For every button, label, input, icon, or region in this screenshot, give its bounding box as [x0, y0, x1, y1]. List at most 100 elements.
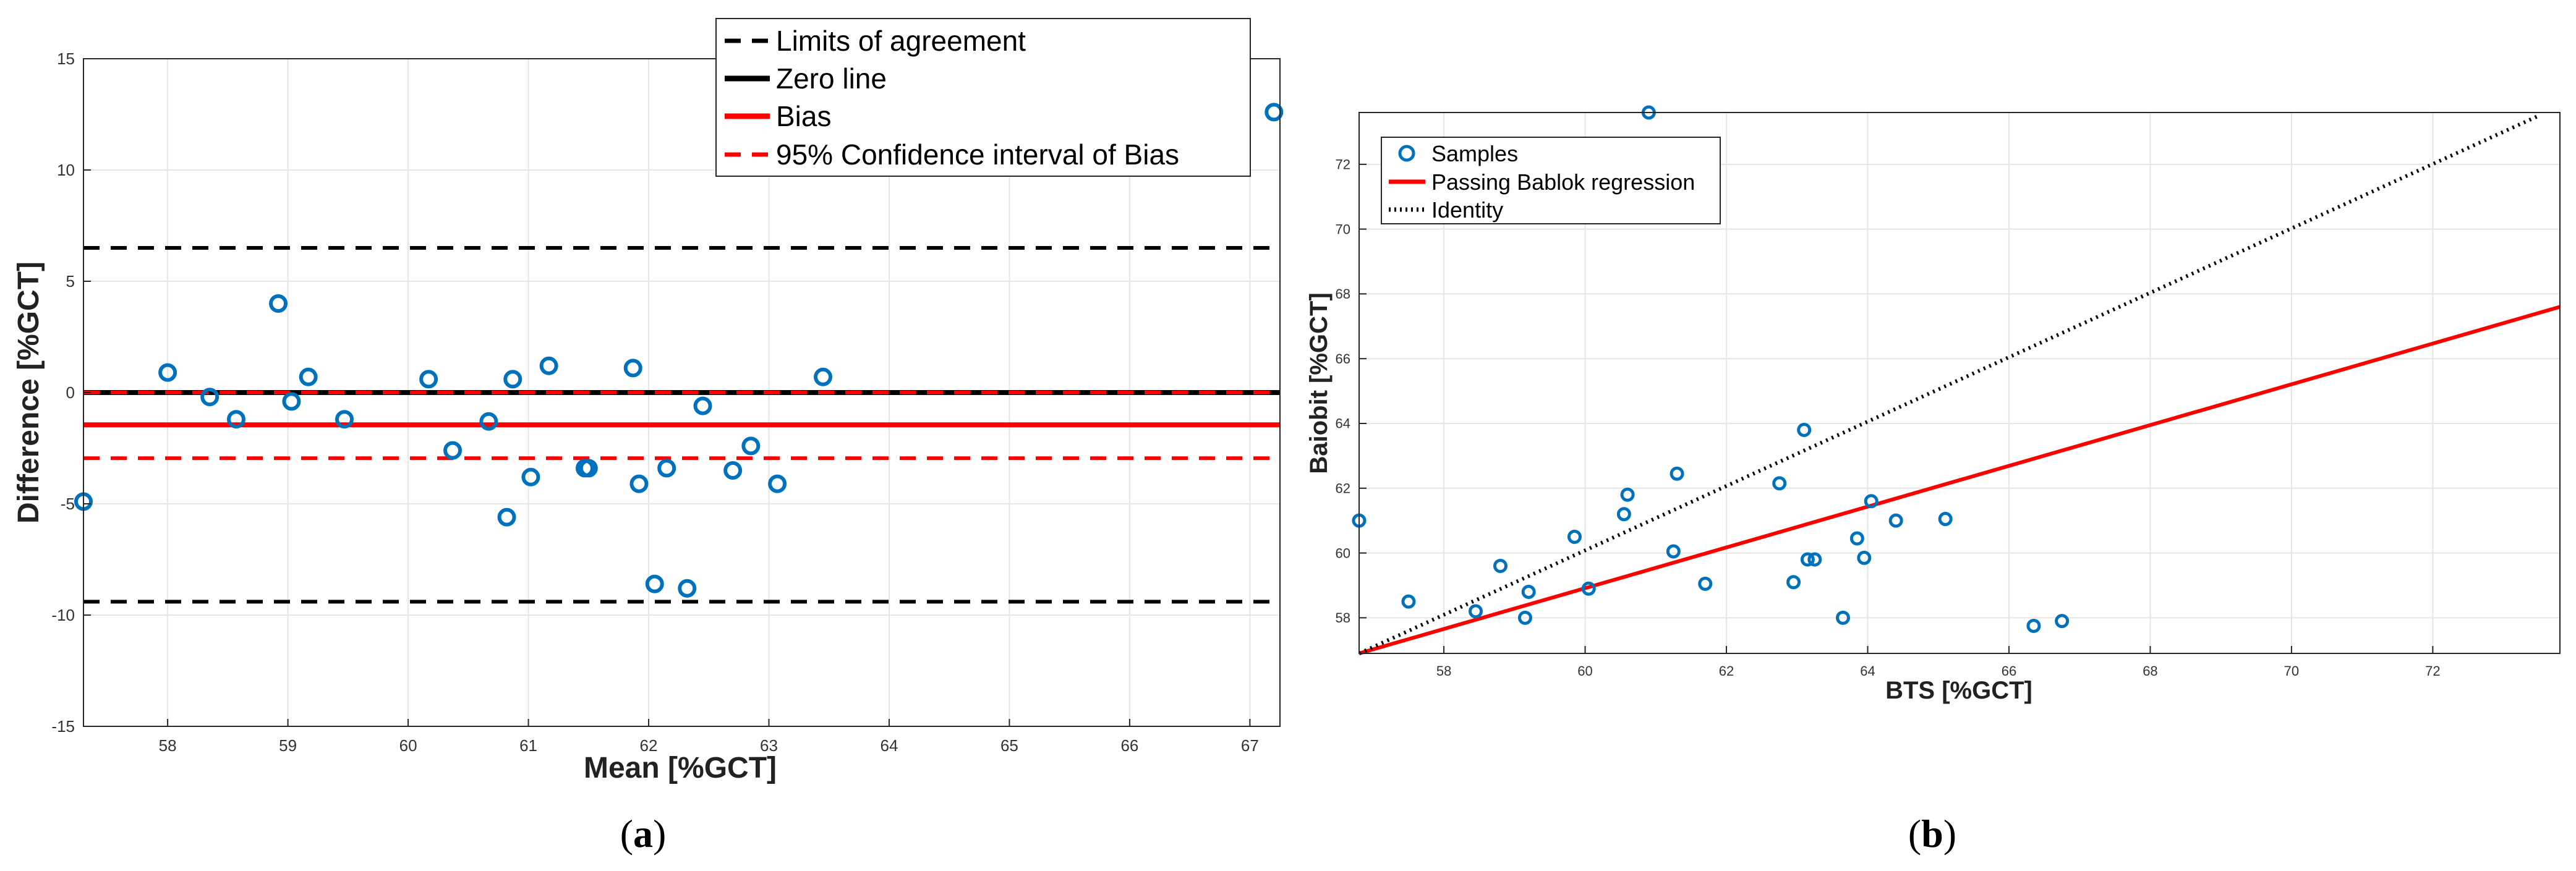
data-point [1786, 575, 1801, 590]
x-ticks-b: 58 60 62 64 66 68 70 72 [1436, 646, 2441, 679]
legend-label-limits: Limits of agreement [776, 25, 1026, 57]
x-tick-label: 64 [1860, 663, 1875, 679]
reference-lines-a [83, 246, 1280, 604]
data-point [158, 363, 177, 382]
legend-item-zero: Zero line [725, 62, 887, 95]
data-point [443, 441, 463, 460]
data-point [1888, 513, 1903, 528]
data-point [539, 356, 558, 375]
panel-label-b: (b) [1908, 812, 1956, 856]
data-point [1401, 594, 1416, 609]
y-tick-label: 72 [1336, 157, 1350, 172]
data-point [1849, 531, 1864, 546]
y-ticks-b: 58 60 62 64 66 68 70 72 [1336, 157, 1367, 626]
legend-box-a [715, 18, 1251, 177]
data-point [1670, 466, 1684, 481]
x-tick-label: 58 [159, 736, 177, 755]
legend-label-zero: Zero line [776, 62, 887, 95]
data-point [1800, 552, 1815, 567]
y-tick-label: -15 [51, 717, 75, 736]
data-point [335, 410, 354, 429]
x-tick-label: 70 [2284, 663, 2299, 679]
panel-label-a: (a) [620, 812, 667, 856]
data-point [2026, 618, 2041, 633]
x-tick-label: 66 [1120, 736, 1138, 755]
data-point [579, 459, 598, 478]
legend-item-regression: Passing Bablok regression [1389, 169, 1695, 195]
data-point [1521, 584, 1536, 599]
points-b [1352, 105, 2070, 633]
data-point [1807, 552, 1822, 567]
x-tick-label: 62 [1719, 663, 1734, 679]
data-point [269, 294, 288, 313]
data-point [814, 367, 833, 386]
y-axis-label-b: Baiobit [%GCT] [1305, 292, 1333, 474]
data-point [629, 474, 649, 493]
y-tick-label: 15 [57, 49, 75, 68]
legend-item-bias: Bias [725, 100, 831, 132]
y-tick-label: -10 [51, 606, 75, 624]
y-tick-label: 58 [1336, 610, 1350, 626]
legend-label-ci: 95% Confidence interval of Bias [776, 138, 1179, 171]
x-tick-label: 72 [2425, 663, 2440, 679]
data-point [1772, 476, 1787, 491]
data-point [657, 459, 676, 478]
bland-altman-panel: 58 59 60 61 62 63 64 65 66 67 -15 -10 -5 0 5 10 15 Mean… [12, 18, 1284, 856]
data-point [1517, 610, 1532, 625]
x-tick-label: 60 [399, 736, 417, 755]
y-tick-label: 0 [66, 383, 75, 402]
x-tick-label: 65 [1000, 736, 1018, 755]
legend-item-samples: Samples [1398, 141, 1518, 166]
x-tick-label: 63 [760, 736, 778, 755]
regression-lines-b [1358, 114, 2561, 655]
data-point [1857, 550, 1872, 565]
legend-box-b [1381, 137, 1721, 224]
y-ticks-a: -15 -10 -5 0 5 10 15 [51, 49, 91, 736]
data-point [497, 508, 516, 527]
data-point [1567, 529, 1582, 544]
data-point [503, 370, 522, 389]
x-ticks-a: 58 59 60 61 62 63 64 65 66 67 [159, 719, 1259, 755]
x-axis-label-b: BTS [%GCT] [1885, 677, 2032, 704]
data-point [1620, 487, 1635, 502]
passing-bablok-panel: 58 60 62 64 66 68 70 72 58 60 62 64 66 68 70 72 BTS [%… [1305, 105, 2561, 856]
data-point [1666, 544, 1681, 559]
y-tick-label: 68 [1336, 286, 1350, 302]
data-point [1581, 581, 1596, 596]
x-tick-label: 62 [640, 736, 658, 755]
data-point [1938, 512, 1953, 527]
y-tick-label: 66 [1336, 351, 1350, 367]
axes-frame-b [1358, 112, 2561, 654]
data-point [1265, 103, 1284, 122]
y-tick-label: 10 [57, 161, 75, 179]
data-point [1616, 507, 1631, 522]
regression-line [1358, 305, 2561, 655]
x-axis-label-a: Mean [%GCT] [584, 752, 777, 784]
y-axis-label-a: Difference [%GCT] [12, 261, 45, 524]
y-tick-label: 5 [66, 272, 75, 291]
y-tick-label: 64 [1336, 416, 1350, 431]
data-point [1864, 494, 1879, 509]
x-tick-label: 64 [881, 736, 898, 755]
x-tick-label: 60 [1577, 663, 1592, 679]
legend-item-identity: Identity [1389, 197, 1503, 223]
data-point [1836, 610, 1851, 625]
data-point [200, 388, 220, 407]
legend-a: Limits of agreement Zero line Bias 95% C… [715, 18, 1251, 177]
legend-b: Samples Passing Bablok regression Identi… [1381, 137, 1721, 224]
data-point [299, 367, 318, 386]
data-point [723, 461, 743, 480]
y-tick-label: 60 [1336, 545, 1350, 561]
legend-item-ci: 95% Confidence interval of Bias [725, 138, 1179, 171]
data-point [693, 396, 712, 415]
data-point [623, 359, 642, 378]
legend-item-limits: Limits of agreement [725, 25, 1026, 57]
data-point [1493, 559, 1508, 574]
legend-label-identity: Identity [1431, 197, 1503, 223]
data-point [226, 410, 245, 429]
legend-label-samples: Samples [1431, 141, 1518, 166]
y-tick-label: 62 [1336, 480, 1350, 496]
x-tick-label: 58 [1436, 663, 1451, 679]
x-tick-label: 66 [2002, 663, 2016, 679]
